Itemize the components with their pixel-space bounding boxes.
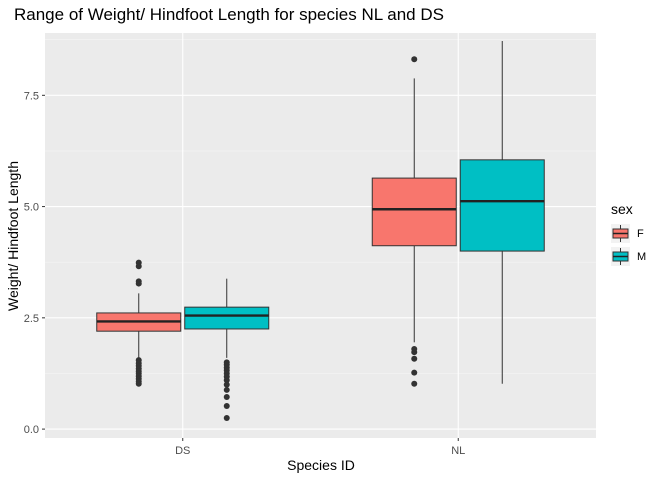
outlier-point <box>135 263 142 270</box>
box-F-NL <box>371 177 457 247</box>
legend-label-M: M <box>637 251 646 263</box>
legend-label-F: F <box>637 228 644 240</box>
outlier-point <box>223 377 230 384</box>
x-tick-label: NL <box>451 445 465 457</box>
box-layer <box>96 41 545 421</box>
y-tick-label: 7.5 <box>24 90 39 102</box>
y-tick-label: 5.0 <box>24 202 39 214</box>
outlier-point <box>223 386 230 393</box>
legend-key-M <box>611 247 630 266</box>
y-tick-label: 2.5 <box>24 313 39 325</box>
x-axis-title: Species ID <box>287 457 355 473</box>
x-tick-label: DS <box>175 445 190 457</box>
legend-title: sex <box>611 201 633 217</box>
outlier-point <box>411 56 418 63</box>
outlier-point <box>223 402 230 409</box>
x-axis: DS NL <box>175 438 465 457</box>
y-axis: 0.0 2.5 5.0 7.5 <box>24 90 45 436</box>
y-tick-label: 0.0 <box>24 424 39 436</box>
outlier-point <box>411 369 418 376</box>
outlier-point <box>223 394 230 401</box>
box-M-DS <box>184 306 270 330</box>
outlier-point <box>411 380 418 387</box>
y-axis-title: Weight/ Hindfoot Length <box>5 161 21 311</box>
outlier-point <box>411 355 418 362</box>
chart-title: Range of Weight/ Hindfoot Length for spe… <box>14 5 444 24</box>
outlier-point <box>223 414 230 421</box>
outlier-point <box>135 380 142 387</box>
outlier-point <box>135 280 142 287</box>
box-M-NL <box>459 159 545 252</box>
outlier-point <box>411 349 418 356</box>
outlier-point <box>223 381 230 388</box>
legend-key-F <box>611 224 630 243</box>
legend: sex FM <box>611 201 646 266</box>
